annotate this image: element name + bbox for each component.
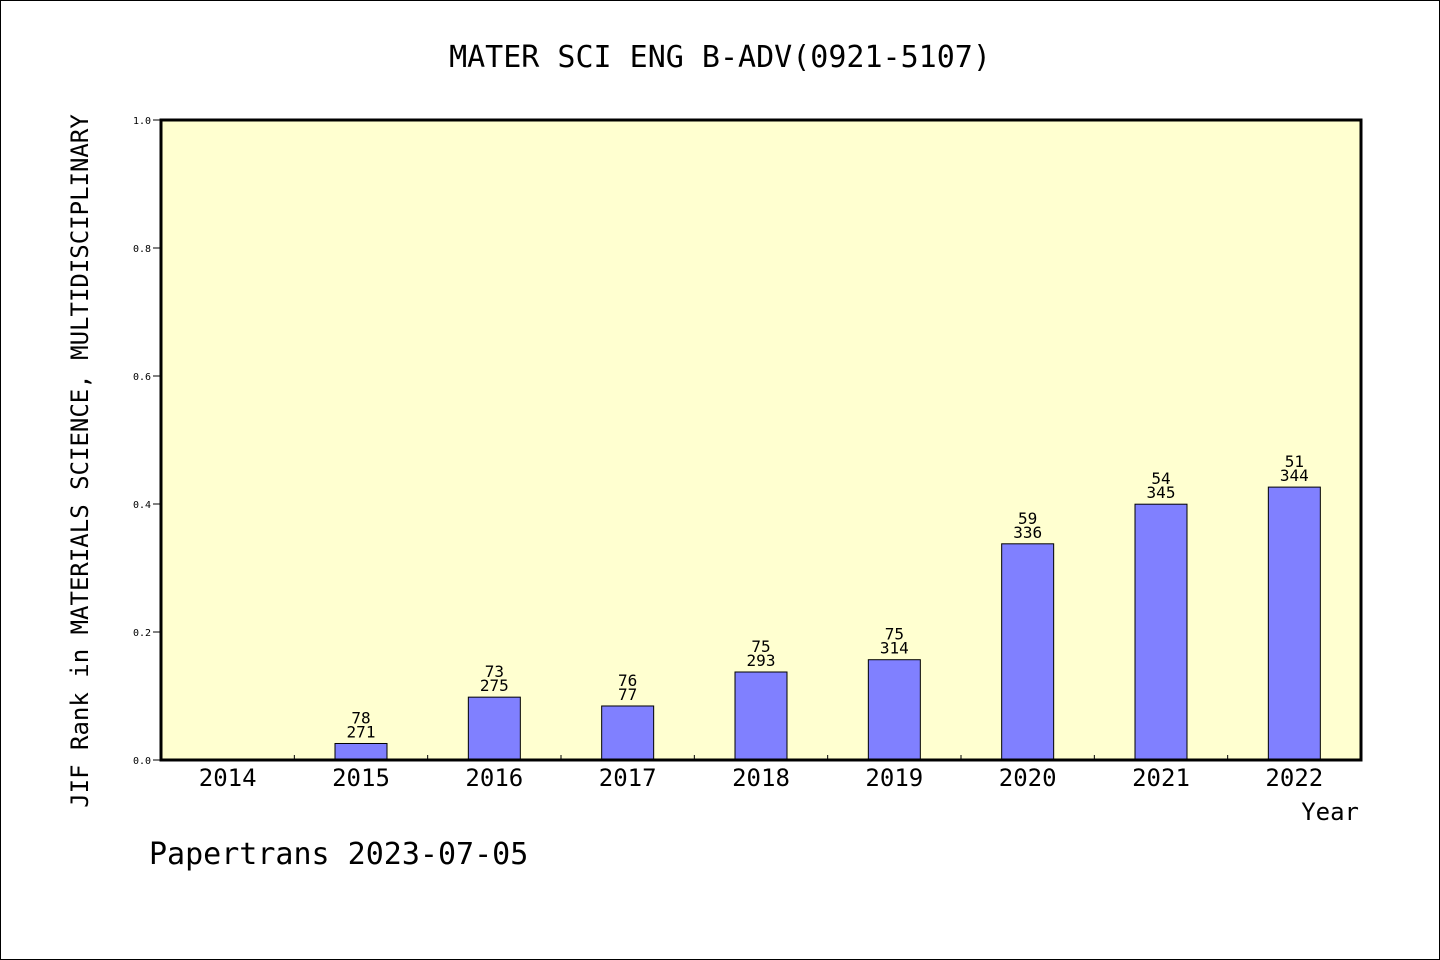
y-tick-label: 0.4 xyxy=(133,500,151,511)
y-tick-label: 0.8 xyxy=(133,244,151,255)
x-tick-label: 2015 xyxy=(332,764,390,792)
x-tick-label: 2020 xyxy=(999,764,1057,792)
data-label-rank: 76 xyxy=(618,671,637,690)
chart-title: MATER SCI ENG B-ADV(0921-5107) xyxy=(449,40,991,75)
data-label-total: 345 xyxy=(1147,483,1176,502)
x-tick-label: 2016 xyxy=(465,764,523,792)
data-label-rank: 73 xyxy=(485,662,504,681)
data-label-total: 344 xyxy=(1280,466,1309,485)
x-axis-label: Year xyxy=(1301,798,1359,826)
y-axis-label: JIF Rank in MATERIALS SCIENCE, MULTIDISC… xyxy=(66,114,94,808)
footer-credit: Papertrans 2023-07-05 xyxy=(149,837,528,872)
x-tick-label: 2017 xyxy=(599,764,657,792)
bar xyxy=(601,705,655,761)
bar xyxy=(1267,486,1321,761)
x-tick-label: 2021 xyxy=(1132,764,1190,792)
y-tick-label: 0.2 xyxy=(133,628,151,639)
plot-border xyxy=(159,118,1363,762)
bar xyxy=(334,742,388,761)
data-label-total: 275 xyxy=(480,676,509,695)
bar xyxy=(1134,503,1188,761)
data-label-rank: 51 xyxy=(1285,452,1304,471)
bar xyxy=(467,696,521,761)
x-tick-label: 2019 xyxy=(865,764,923,792)
x-tick-label: 2014 xyxy=(199,764,257,792)
bar xyxy=(867,659,921,761)
y-tick-label: 1.0 xyxy=(133,116,151,127)
bar xyxy=(1001,543,1055,761)
data-label-rank: 75 xyxy=(751,637,770,656)
data-label-total: 293 xyxy=(747,651,776,670)
data-label-total: 336 xyxy=(1013,523,1042,542)
y-tick-label: 0.0 xyxy=(133,756,151,767)
data-label-total: 271 xyxy=(347,722,376,741)
data-label-total: 314 xyxy=(880,639,909,658)
data-label-total: 77 xyxy=(618,685,637,704)
data-label-rank: 78 xyxy=(351,708,370,727)
x-tick-label: 2022 xyxy=(1265,764,1323,792)
data-label-rank: 54 xyxy=(1151,469,1170,488)
y-tick-label: 0.6 xyxy=(133,372,151,383)
data-label-rank: 75 xyxy=(885,625,904,644)
bar xyxy=(734,671,788,761)
x-tick-label: 2018 xyxy=(732,764,790,792)
data-label-rank: 59 xyxy=(1018,509,1037,528)
